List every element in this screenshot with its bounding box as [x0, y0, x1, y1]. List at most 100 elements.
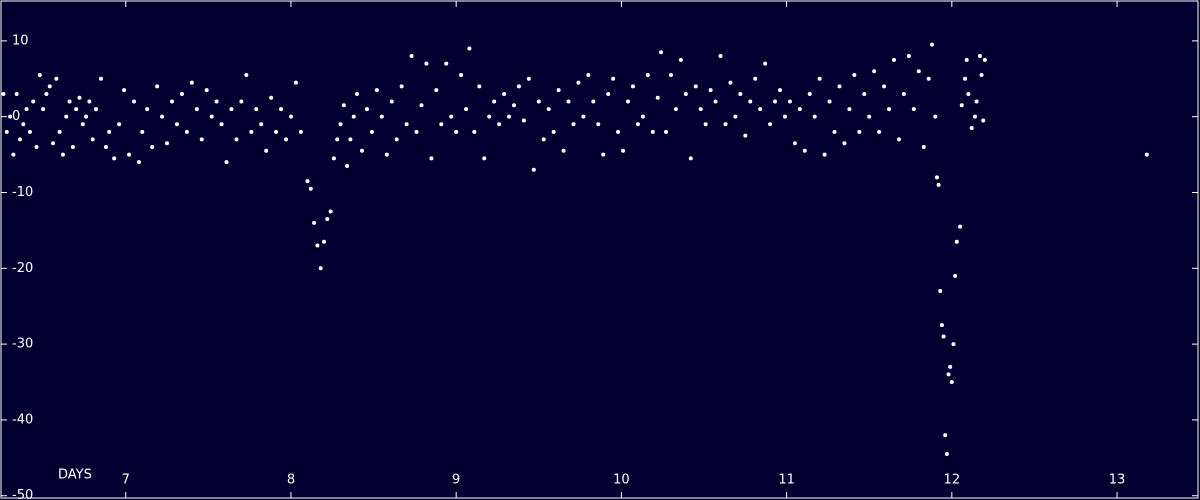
point — [896, 137, 901, 142]
point — [70, 145, 75, 150]
point — [8, 114, 13, 119]
point — [51, 141, 56, 146]
point — [877, 129, 882, 134]
point — [239, 99, 244, 104]
point — [807, 91, 812, 96]
point — [802, 148, 807, 153]
point — [67, 99, 72, 104]
point — [338, 122, 343, 127]
point — [606, 91, 611, 96]
point — [145, 107, 150, 112]
point — [934, 175, 939, 180]
point — [449, 114, 454, 119]
point — [315, 243, 320, 248]
point — [591, 99, 596, 104]
point — [279, 107, 284, 112]
point — [640, 114, 645, 119]
point — [502, 91, 507, 96]
point — [305, 179, 310, 184]
point — [170, 99, 174, 104]
point — [753, 76, 758, 81]
y-tick-label: 0 — [12, 109, 20, 124]
point — [683, 91, 688, 96]
point — [596, 122, 601, 127]
point — [733, 114, 738, 119]
point — [341, 103, 346, 108]
point — [209, 114, 214, 119]
point — [355, 91, 360, 96]
point — [541, 137, 546, 142]
x-tick-label: 12 — [944, 473, 961, 488]
point — [958, 224, 963, 229]
point — [693, 84, 698, 89]
point — [536, 99, 541, 104]
point — [773, 99, 778, 104]
point — [122, 88, 127, 93]
point — [14, 91, 19, 96]
point — [718, 54, 723, 59]
point — [288, 114, 293, 119]
point — [384, 152, 389, 157]
point — [77, 95, 82, 100]
point — [763, 61, 768, 66]
point — [112, 156, 117, 161]
point — [117, 122, 122, 127]
point — [328, 209, 333, 214]
point — [234, 137, 239, 142]
point — [18, 137, 22, 142]
point — [887, 107, 892, 112]
point — [27, 129, 32, 134]
y-tick-label: -40 — [12, 412, 33, 427]
point — [204, 88, 209, 93]
point — [459, 72, 464, 77]
point — [936, 182, 941, 187]
point — [688, 156, 693, 161]
point — [723, 122, 728, 127]
point — [90, 137, 95, 142]
point — [482, 156, 487, 161]
point — [136, 160, 141, 165]
point — [184, 129, 189, 134]
y-tick-label: -10 — [12, 185, 33, 200]
point — [812, 114, 817, 119]
point — [160, 114, 165, 119]
point — [492, 99, 497, 104]
point — [561, 148, 566, 153]
x-tick-label: 10 — [613, 473, 630, 488]
point — [194, 107, 199, 112]
point — [274, 129, 279, 134]
point — [581, 114, 586, 119]
point — [155, 84, 160, 89]
x-tick-label: 7 — [122, 473, 130, 488]
point — [713, 99, 718, 104]
point — [728, 80, 733, 85]
point — [414, 129, 419, 134]
point — [882, 84, 887, 89]
point — [782, 114, 787, 119]
point — [678, 57, 683, 62]
point — [738, 91, 743, 96]
point — [926, 76, 931, 81]
point — [298, 129, 303, 134]
point — [916, 69, 921, 74]
point — [953, 273, 958, 278]
point — [822, 152, 827, 157]
point — [817, 76, 822, 81]
x-tick-label: 9 — [452, 473, 460, 488]
point — [521, 118, 526, 123]
point — [673, 107, 678, 112]
point — [847, 107, 852, 112]
point — [862, 91, 867, 96]
y-tick-label: -50 — [12, 488, 33, 500]
point — [477, 84, 482, 89]
point — [571, 122, 576, 127]
point — [351, 114, 356, 119]
point — [419, 103, 424, 108]
point — [516, 84, 521, 89]
point — [379, 114, 384, 119]
point — [467, 46, 472, 51]
point — [318, 266, 323, 271]
point — [650, 129, 655, 134]
